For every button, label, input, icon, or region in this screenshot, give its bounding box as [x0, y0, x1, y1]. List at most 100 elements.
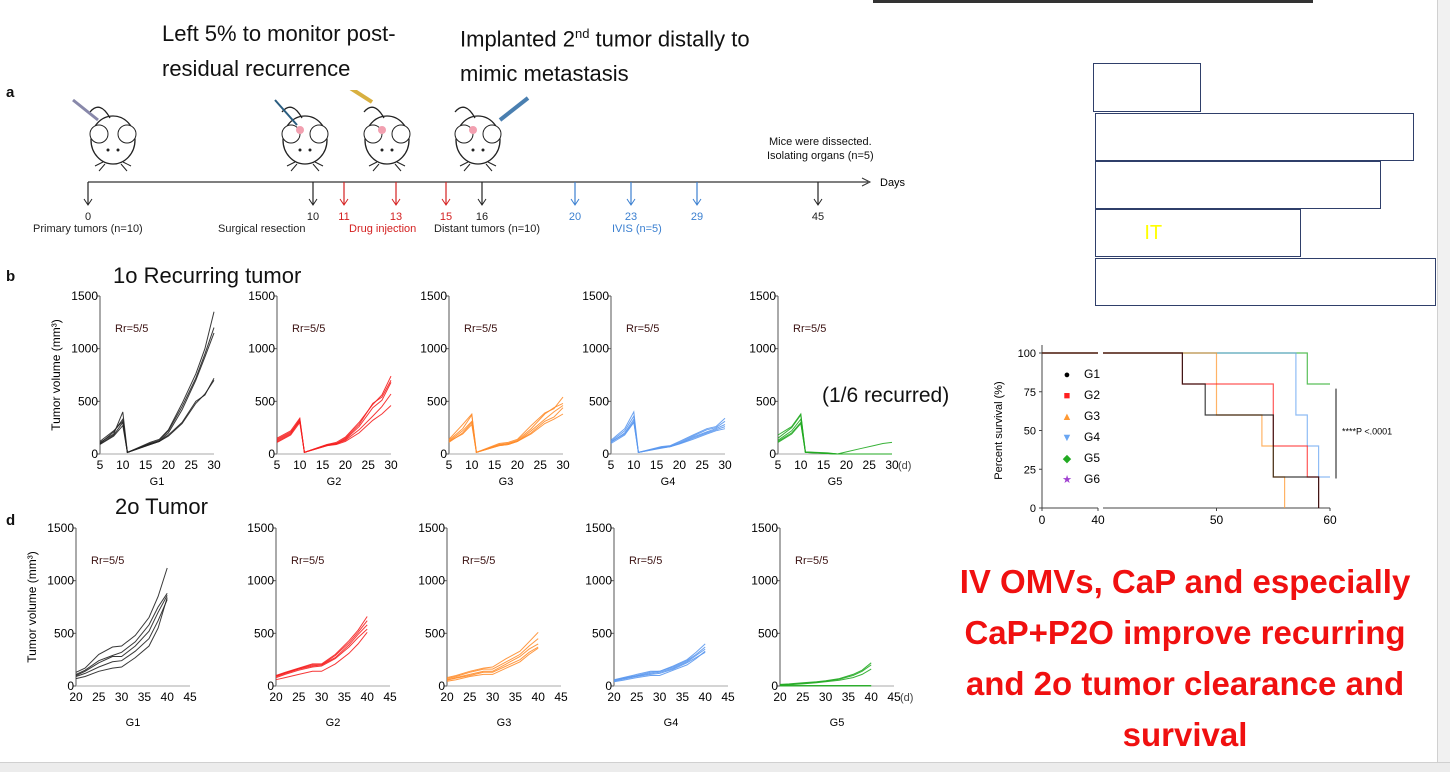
series-line [613, 650, 706, 683]
y-tick-label: 1500 [420, 289, 447, 303]
survival-chart: 0 25 50 75 100 0 40 50 60 Percent survival (%) ● G1… [993, 345, 1392, 527]
x-tick-label: 25 [292, 690, 306, 704]
x-tick-label: 25 [863, 458, 877, 472]
x-tick-label: 25 [362, 458, 376, 472]
tumor-mark [378, 126, 386, 134]
mouse-ear [391, 124, 411, 144]
y-tick-label: 0 [268, 447, 275, 461]
series-line [275, 616, 368, 676]
event-label: Primary tumors (n=10) [33, 223, 143, 235]
x-tick-label: 20 [840, 458, 854, 472]
series-line [99, 327, 215, 454]
group-label: G4 [664, 717, 679, 729]
legend-label: G5=IV-CaP-OMVs@P2O-Ads [1106, 270, 1372, 293]
mouse-ear [117, 124, 137, 144]
x-tick-label: 35 [509, 690, 523, 704]
y-tick-label: 1000 [582, 342, 609, 356]
heading-left-line1: Left 5% to monitor post- [162, 21, 396, 46]
y-tick-label: 50 [1024, 426, 1036, 438]
x-tick-label: 40 [161, 690, 175, 704]
conclusion-line3: and 2o tumor clearance and [965, 665, 1405, 702]
legend-marker-icon: ★ [1062, 474, 1072, 486]
legend-label: G4 [1084, 430, 1100, 444]
rr-annotation: Rr=5/5 [115, 323, 148, 335]
y-tick-label: 1000 [247, 574, 274, 588]
window-bottom-bar [0, 762, 1450, 772]
y-tick-label: 0 [91, 447, 98, 461]
y-tick-label: 500 [758, 626, 778, 640]
x-tick-label: 25 [696, 458, 710, 472]
heading-right: Implanted 2nd tumor distally to mimic me… [460, 12, 750, 95]
y-tick-label: 500 [756, 394, 776, 408]
legend-label: G2 [1084, 388, 1100, 402]
rr-annotation: Rr=5/5 [291, 555, 324, 567]
legend-g3: G3=IV-CaP-OMVs-Ads [1095, 161, 1381, 209]
mouse-eye [471, 148, 475, 152]
dissection-note: Mice were dissected. Isolating organs (n… [767, 135, 874, 163]
y-tick-label: 1000 [420, 342, 447, 356]
series-line [276, 380, 392, 454]
legend-marker-icon: ▼ [1062, 432, 1073, 444]
y-tick-label: 0 [440, 447, 447, 461]
x-tick-label: 40 [865, 690, 879, 704]
group-label: G2 [327, 476, 342, 488]
event-day: 10 [307, 211, 319, 223]
x-tick-label: 20 [440, 690, 454, 704]
series-line [99, 380, 215, 454]
mouse-eye [308, 148, 312, 152]
y-tick-label: 0 [267, 679, 274, 693]
x-tick-label: 5 [274, 458, 281, 472]
legend-label-highlight: IT [1144, 221, 1163, 244]
mouse-eye [116, 148, 120, 152]
x-tick-label: 25 [630, 690, 644, 704]
series-line [275, 628, 368, 679]
syringe-icon [72, 98, 99, 122]
heading-text: Implanted 2 [460, 26, 575, 52]
group-label: G2 [326, 717, 341, 729]
x-tick-label: 20 [162, 458, 176, 472]
legend-label: G1 [1084, 367, 1100, 381]
y-tick-label: 500 [255, 394, 275, 408]
event-day: 0 [85, 211, 91, 223]
y-tick-label: 1500 [247, 521, 274, 535]
y-tick-label: 1500 [582, 289, 609, 303]
heading-left-line2: residual recurrence [162, 56, 351, 81]
window-scrollbar-edge[interactable] [1437, 0, 1450, 771]
y-tick-label: 1500 [71, 289, 98, 303]
legend-label: G6 [1084, 472, 1100, 486]
y-tick-label: 500 [54, 626, 74, 640]
legend-g2: G2=IV-OMVs@P2O-Ads [1095, 113, 1414, 161]
series-line [99, 311, 215, 454]
arrow-down-icon [692, 198, 702, 206]
panel-letter-b: b [6, 268, 16, 285]
x-tick-label: 5 [446, 458, 453, 472]
legend-label: G5 [1084, 451, 1100, 465]
y-tick-label: 1000 [585, 574, 612, 588]
legend-marker-icon: ◆ [1063, 453, 1072, 465]
series-line [613, 651, 706, 682]
legend-label: G1=PBS [1104, 76, 1183, 98]
growth-panel-g1: 0 500 1000 1500 5 10 15 20 25 30 G1 Rr=5/5 Tumor vol… [49, 289, 221, 488]
series-line [275, 631, 368, 681]
mouse-ear [89, 124, 109, 144]
event-label: Drug injection [349, 223, 416, 235]
x-tick-label: 40 [361, 690, 375, 704]
series-line [446, 647, 539, 682]
y-axis-label: Tumor volume (mm³) [25, 551, 39, 663]
y-tick-label: 500 [592, 626, 612, 640]
x-tick-label: 10 [293, 458, 307, 472]
group-label: G4 [661, 476, 676, 488]
mouse-eye [106, 148, 110, 152]
rr-annotation: Rr=5/5 [795, 555, 828, 567]
arrow-down-icon [477, 198, 487, 206]
mouse-ear [482, 124, 502, 144]
growth-panel-g5: 0 500 1000 1500 5 10 15 20 25 30 (d) G5 Rr=5/5 [749, 289, 911, 488]
y-tick-label: 500 [78, 394, 98, 408]
x-tick-label: 20 [773, 690, 787, 704]
tumor-mark [296, 126, 304, 134]
legend-label: -Ads [1162, 221, 1204, 244]
event-day: 16 [476, 211, 488, 223]
y-tick-label: 1000 [71, 342, 98, 356]
y-tick-label: 0 [438, 679, 445, 693]
event-label: Distant tumors (n=10) [434, 223, 540, 235]
